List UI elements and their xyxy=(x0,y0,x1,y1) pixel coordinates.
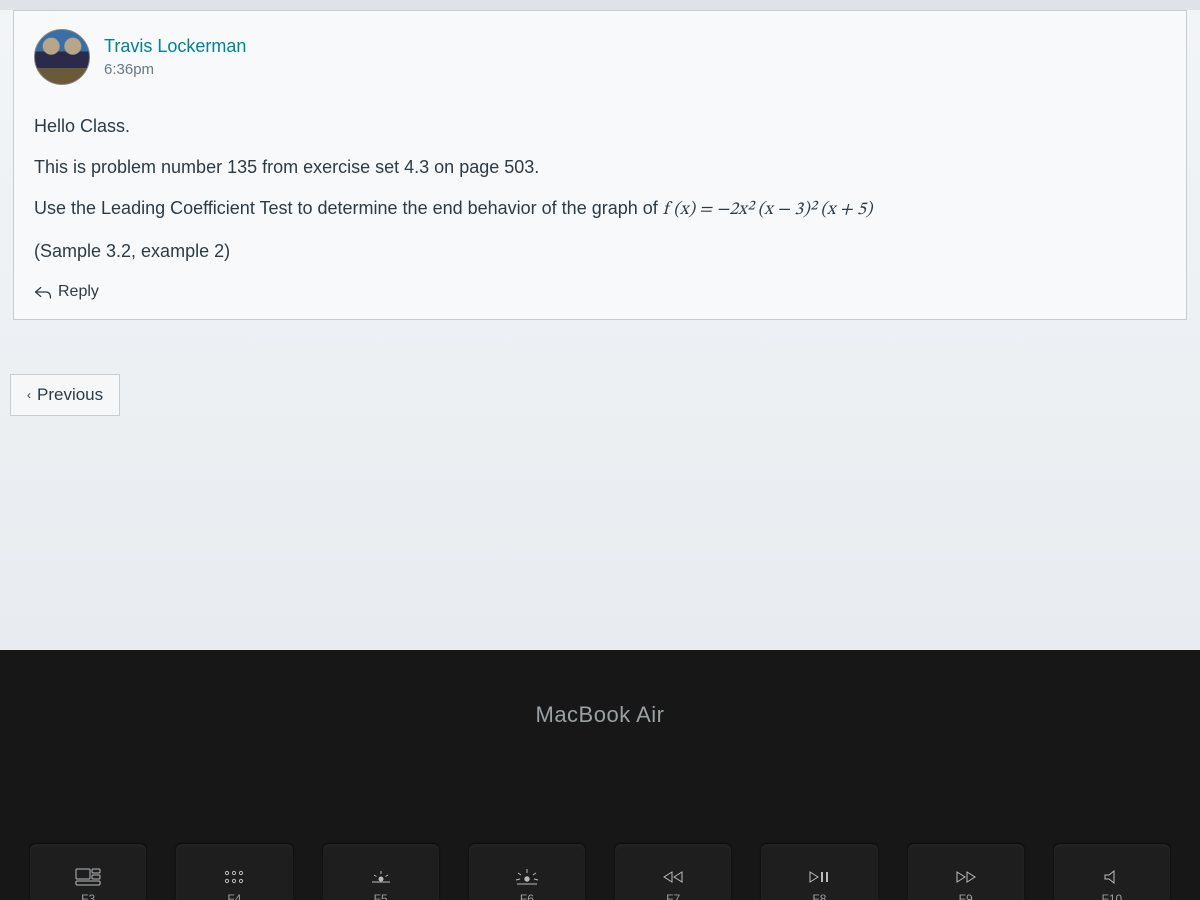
laptop-hardware: MacBook Air F3 F4 F5 F6 F7 F8 F9 F10 xyxy=(0,650,1200,900)
key-f8[interactable]: F8 xyxy=(761,844,877,900)
key-label: F10 xyxy=(1102,892,1123,900)
problem-formula: f (x) = −2x² (x − 3)² (x + 5) xyxy=(663,201,873,219)
grid-icon xyxy=(224,868,244,886)
key-label: F6 xyxy=(520,892,534,900)
discussion-post: Travis Lockerman 6:36pm Hello Class. Thi… xyxy=(13,10,1187,320)
key-f6[interactable]: F6 xyxy=(469,844,585,900)
chevron-left-icon: ‹ xyxy=(27,388,31,402)
post-timestamp: 6:36pm xyxy=(104,61,246,78)
key-label: F4 xyxy=(227,892,241,900)
forward-icon xyxy=(955,868,977,886)
mute-icon xyxy=(1103,868,1121,886)
key-label: F5 xyxy=(374,892,388,900)
problem-text: Use the Leading Coefficient Test to dete… xyxy=(34,198,663,218)
keyboard-fn-row: F3 F4 F5 F6 F7 F8 F9 F10 xyxy=(0,828,1200,900)
reply-arrow-icon xyxy=(34,284,52,300)
key-f5[interactable]: F5 xyxy=(323,844,439,900)
key-f9[interactable]: F9 xyxy=(908,844,1024,900)
key-f4[interactable]: F4 xyxy=(176,844,292,900)
rewind-icon xyxy=(662,868,684,886)
post-paragraph-greeting: Hello Class. xyxy=(34,113,1166,140)
key-label: F8 xyxy=(812,892,826,900)
post-body: Hello Class. This is problem number 135 … xyxy=(34,113,1166,265)
previous-label: Previous xyxy=(37,385,103,405)
key-label: F3 xyxy=(81,892,95,900)
kbup-icon xyxy=(515,868,539,886)
avatar[interactable] xyxy=(34,29,90,85)
kbdim-icon xyxy=(370,868,392,886)
post-paragraph-reference: (Sample 3.2, example 2) xyxy=(34,238,1166,265)
key-f7[interactable]: F7 xyxy=(615,844,731,900)
screen-area: Travis Lockerman 6:36pm Hello Class. Thi… xyxy=(0,10,1200,650)
nav-row: ‹ Previous xyxy=(8,374,1192,416)
playpause-icon xyxy=(808,868,830,886)
author-block: Travis Lockerman 6:36pm xyxy=(104,36,246,78)
reply-label: Reply xyxy=(58,283,99,301)
device-label: MacBook Air xyxy=(536,702,665,728)
reply-button[interactable]: Reply xyxy=(34,283,99,301)
author-name-link[interactable]: Travis Lockerman xyxy=(104,36,246,57)
mission-icon xyxy=(75,868,101,886)
post-paragraph-problem: Use the Leading Coefficient Test to dete… xyxy=(34,195,1166,224)
key-label: F9 xyxy=(959,892,973,900)
post-header: Travis Lockerman 6:36pm xyxy=(34,29,1166,85)
post-paragraph-intro: This is problem number 135 from exercise… xyxy=(34,154,1166,181)
previous-button[interactable]: ‹ Previous xyxy=(10,374,120,416)
key-f10[interactable]: F10 xyxy=(1054,844,1170,900)
key-label: F7 xyxy=(666,892,680,900)
key-f3[interactable]: F3 xyxy=(30,844,146,900)
